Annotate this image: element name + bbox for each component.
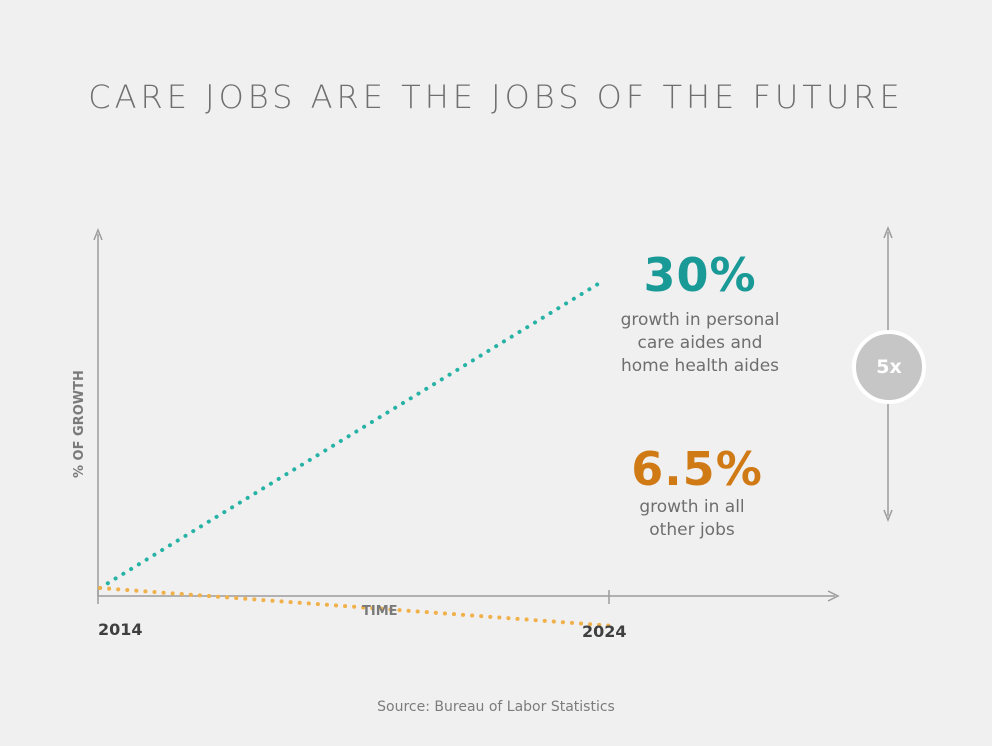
other-growth-line <box>98 586 618 629</box>
other-desc-line-1: growth in all <box>639 497 745 517</box>
x-axis-arrow <box>827 590 840 602</box>
care-growth-description: growth in personal care aides and home h… <box>600 309 800 378</box>
other-growth-description: growth in all other jobs <box>612 496 772 542</box>
x-tick-label-2014: 2014 <box>98 620 143 639</box>
y-axis-label: % OF GROWTH <box>72 370 87 478</box>
chart-title: CARE JOBS ARE THE JOBS OF THE FUTURE <box>88 78 904 116</box>
care-growth-line <box>98 282 600 590</box>
other-desc-line-2: other jobs <box>649 520 735 540</box>
x-tick-label-2024: 2024 <box>582 622 627 641</box>
care-desc-line-2: care aides and <box>637 333 763 353</box>
multiplier-badge: 5x <box>852 330 926 404</box>
other-growth-value: 6.5% <box>631 442 763 496</box>
care-desc-line-3: home health aides <box>620 356 780 376</box>
care-desc-line-1: growth in personal <box>620 310 780 330</box>
multiplier-bracket-bottom-arrow <box>883 509 893 523</box>
x-axis-label: TIME <box>362 604 398 619</box>
care-growth-value: 30% <box>643 248 757 302</box>
source-note: Source: Bureau of Labor Statistics <box>377 699 615 715</box>
multiplier-bracket-top-arrow <box>883 225 893 239</box>
y-axis-arrow <box>93 227 103 241</box>
